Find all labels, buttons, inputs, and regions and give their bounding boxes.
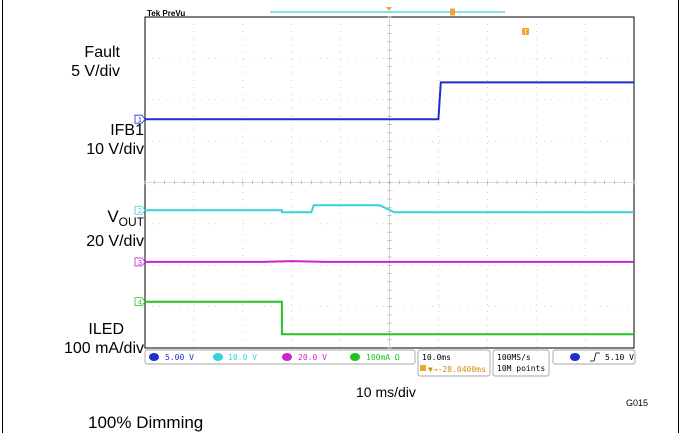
- vout-main: V: [107, 207, 119, 226]
- ch1-scale: 5.00 V: [165, 353, 194, 362]
- iled-label: ILED 100 mA/div: [64, 320, 144, 358]
- timebase-value: 10.0ms: [422, 353, 451, 362]
- channel-markers: 1 2 3 4: [134, 114, 146, 307]
- channel-marker-label: 2: [138, 208, 142, 215]
- fault-scale: 5 V/div: [71, 63, 120, 80]
- figure-id: G015: [626, 398, 649, 408]
- ifb-scale: 10 V/div: [86, 141, 144, 158]
- channel-settings-box: [144, 349, 416, 365]
- trigger-position-marker: [386, 7, 392, 11]
- trace-ifb1: [145, 204, 634, 214]
- vout-subscript: OUT: [118, 215, 144, 229]
- fault-label: Fault 5 V/div: [71, 43, 120, 81]
- top-bar: Tek PreVu T: [147, 7, 529, 36]
- ch3-badge: [282, 353, 292, 361]
- channel-marker-2: [134, 205, 146, 215]
- ch1-badge: [149, 353, 159, 361]
- trigger-source-badge: [570, 353, 580, 361]
- trigger-view-marker: [450, 8, 455, 16]
- ch4-scale: 100mA Ω: [366, 353, 400, 362]
- trigger-icon-glyph: T: [524, 30, 528, 36]
- timebase-box: [417, 349, 491, 377]
- channel-marker-4: [134, 297, 146, 307]
- channel-marker-1: [134, 114, 146, 124]
- record-length: 10M points: [497, 364, 545, 373]
- x-axis-label: 10 ms/div: [356, 384, 416, 400]
- trace-fault: [145, 81, 634, 121]
- fault-name: Fault: [84, 44, 120, 61]
- channel-marker-3: [134, 257, 146, 267]
- instrument-label: Tek PreVu: [147, 9, 185, 18]
- ch2-badge: [213, 353, 223, 361]
- channel-marker-label: 4: [138, 300, 142, 307]
- iled-name: ILED: [88, 321, 124, 338]
- vout-label: VOUT 20 V/div: [86, 207, 144, 251]
- acquisition-box: [492, 349, 550, 377]
- status-bar: 5.00 V 10.0 V 20.0 V 100mA Ω 10.0ms ▼→-2…: [144, 349, 636, 377]
- ch4-badge: [350, 353, 360, 361]
- ch3-scale: 20.0 V: [298, 353, 327, 362]
- vout-scale: 20 V/div: [86, 233, 144, 250]
- trigger-position: ▼→-28.0400ms: [428, 365, 486, 374]
- vout-name: VOUT: [86, 207, 144, 232]
- iled-scale: 100 mA/div: [63, 340, 144, 357]
- trigger-level: 5.10 V: [605, 353, 634, 362]
- grid: [144, 16, 635, 349]
- trace-iled: [145, 300, 634, 336]
- figure-caption: 100% Dimming: [88, 413, 204, 432]
- rising-edge-icon: [590, 352, 600, 362]
- ch2-scale: 10.0 V: [228, 353, 257, 362]
- trigger-icon: [522, 28, 529, 35]
- ifb-name: IFB1: [110, 122, 144, 139]
- traces: [145, 81, 634, 336]
- trigger-pos-icon: [420, 365, 426, 371]
- channel-marker-label: 3: [138, 260, 142, 267]
- ifb-label: IFB1 10 V/div: [86, 121, 144, 159]
- channel-marker-label: 1: [138, 117, 142, 124]
- trace-vout: [145, 260, 634, 263]
- sample-rate: 100MS/s: [497, 353, 531, 362]
